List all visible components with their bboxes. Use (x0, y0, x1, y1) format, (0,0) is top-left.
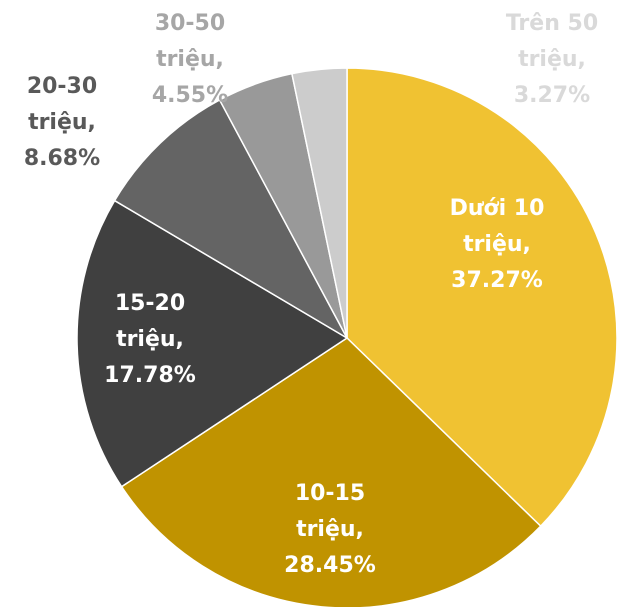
pie-slice (291, 67, 348, 339)
pie-slice (113, 98, 349, 341)
pie-slice (76, 199, 349, 488)
data-label: 10-15 triệu, 28.45% (284, 481, 376, 578)
data-label: 30-50 triệu, 4.55% (151, 11, 229, 108)
pie-slice (346, 67, 617, 528)
data-label: Dưới 10 triệu, 37.27% (449, 196, 545, 293)
data-label: 15-20 triệu, 17.78% (104, 291, 196, 388)
data-label: 20-30 triệu, 8.68% (23, 74, 101, 171)
data-label: Trên 50 triệu, 3.27% (505, 11, 599, 108)
